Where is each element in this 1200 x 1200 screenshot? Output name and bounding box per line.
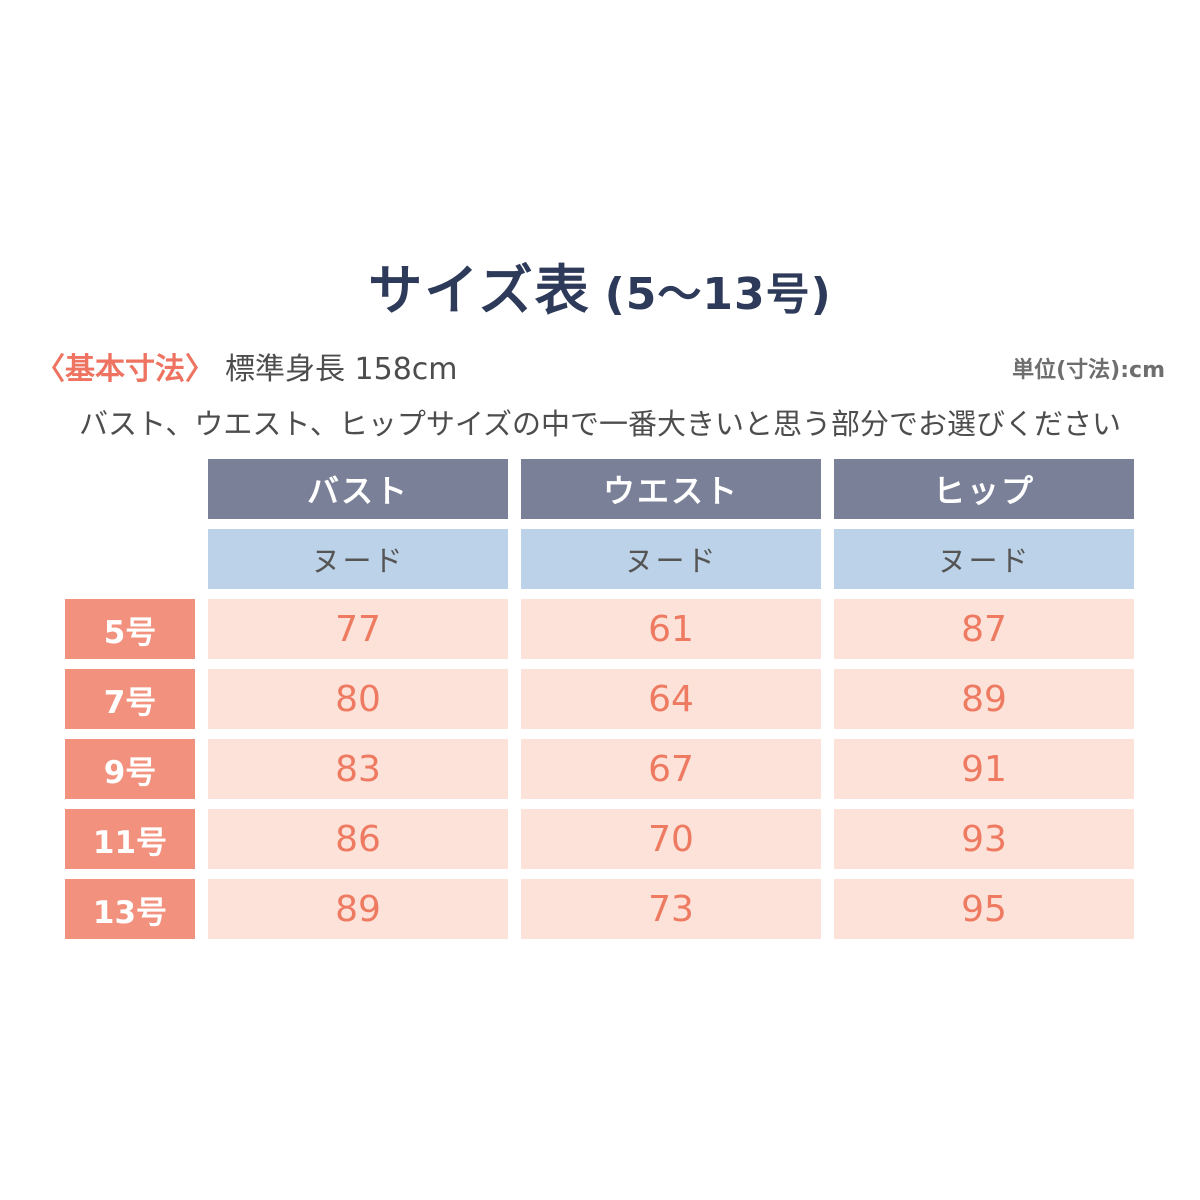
page-title-main: サイズ表 — [368, 259, 591, 322]
size-table: バスト ウエスト ヒップ ヌード ヌード ヌード 5号 77 61 87 7号 … — [65, 459, 1134, 939]
measurement-cell-bust: 77 — [208, 599, 508, 659]
measurement-cell-hip: 93 — [834, 809, 1134, 869]
measurement-cell-bust: 86 — [208, 809, 508, 869]
table-corner-spacer — [65, 459, 195, 519]
size-label-cell: 11号 — [65, 809, 195, 869]
size-label-cell: 9号 — [65, 739, 195, 799]
measurement-cell-hip: 91 — [834, 739, 1134, 799]
measurement-cell-waist: 70 — [521, 809, 821, 869]
table-corner-spacer — [65, 529, 195, 589]
size-label-cell: 13号 — [65, 879, 195, 939]
column-header-bust: バスト — [208, 459, 508, 519]
size-label-cell: 7号 — [65, 669, 195, 729]
standard-height-text: 標準身長 158cm — [225, 352, 458, 387]
unit-note: 単位(寸法):cm — [1012, 358, 1165, 383]
measurement-cell-hip: 89 — [834, 669, 1134, 729]
size-label-cell: 5号 — [65, 599, 195, 659]
measurement-cell-bust: 89 — [208, 879, 508, 939]
measurement-cell-waist: 73 — [521, 879, 821, 939]
subheader-nude-hip: ヌード — [834, 529, 1134, 589]
measurement-cell-waist: 61 — [521, 599, 821, 659]
subheader-nude-bust: ヌード — [208, 529, 508, 589]
selection-instruction: バスト、ウエスト、ヒップサイズの中で一番大きいと思う部分でお選びください — [79, 407, 1121, 441]
column-header-waist: ウエスト — [521, 459, 821, 519]
subheader-nude-waist: ヌード — [521, 529, 821, 589]
measurement-cell-bust: 83 — [208, 739, 508, 799]
measurement-cell-hip: 87 — [834, 599, 1134, 659]
column-header-hip: ヒップ — [834, 459, 1134, 519]
measurement-cell-waist: 64 — [521, 669, 821, 729]
measurement-cell-hip: 95 — [834, 879, 1134, 939]
measurement-cell-bust: 80 — [208, 669, 508, 729]
base-dimensions-note: 〈基本寸法〉 標準身長 158cm — [35, 344, 458, 388]
measurement-cell-waist: 67 — [521, 739, 821, 799]
base-dimensions-label: 〈基本寸法〉 — [35, 352, 215, 387]
page-title-range: (5〜13号) — [604, 269, 832, 320]
page-title: サイズ表 (5〜13号) — [0, 246, 1200, 325]
